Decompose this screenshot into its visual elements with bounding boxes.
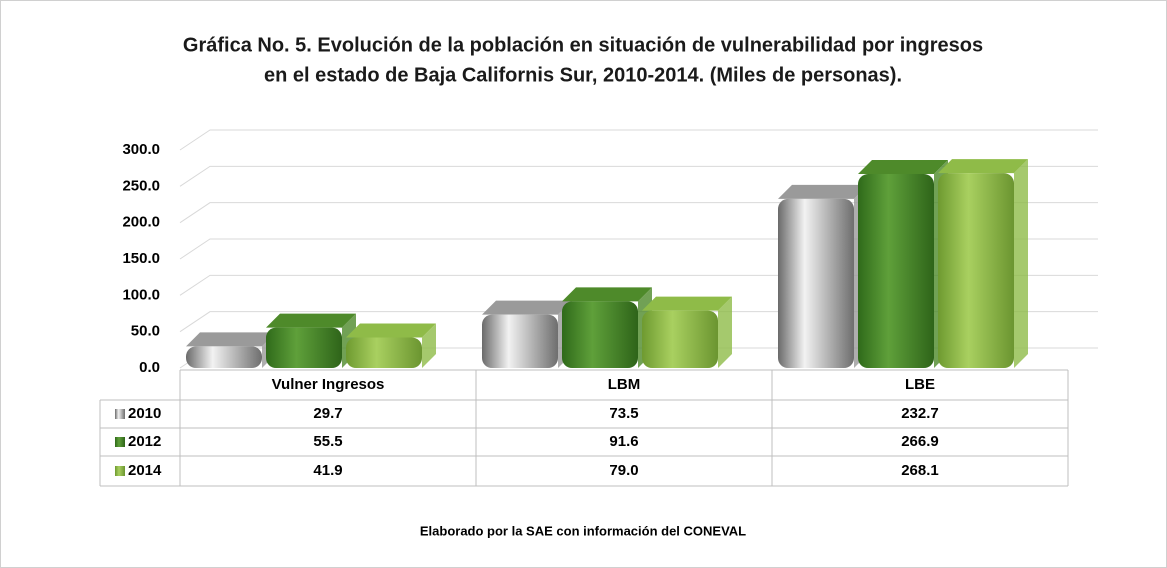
data-label: 41.9 [313, 462, 342, 479]
bar-top [938, 159, 1028, 174]
bar [938, 173, 1014, 368]
bar [266, 327, 342, 368]
bar [346, 337, 422, 368]
data-label: 232.7 [901, 405, 939, 422]
x-tick-label: Vulner Ingresos [272, 376, 385, 393]
y-tick-label: 100.0 [122, 286, 160, 303]
bar [778, 198, 854, 368]
data-label: 55.5 [313, 433, 342, 450]
bar-top [346, 323, 436, 338]
bar-top [562, 287, 652, 302]
bar [482, 314, 558, 368]
source-note: Elaborado por la SAE con información del… [420, 523, 746, 538]
y-tick-label: 200.0 [122, 214, 160, 231]
legend-key [115, 409, 125, 419]
bar-side [718, 296, 732, 368]
y-tick-label: 50.0 [131, 323, 160, 340]
legend-label: 2014 [128, 462, 162, 479]
bar [858, 174, 934, 368]
bar [186, 346, 262, 368]
legend-label: 2010 [128, 405, 161, 422]
bar-top [266, 313, 356, 328]
bar-top [858, 160, 948, 175]
y-tick-label: 150.0 [122, 250, 160, 267]
legend-key [115, 466, 125, 476]
bar-top [482, 300, 572, 315]
grid-line [179, 165, 1098, 187]
data-label: 268.1 [901, 462, 939, 479]
x-tick-label: LBE [905, 376, 935, 393]
data-label: 79.0 [609, 462, 638, 479]
data-label: 91.6 [609, 433, 638, 450]
bar [562, 301, 638, 368]
bar-top [642, 296, 732, 311]
bar [642, 310, 718, 368]
x-tick-label: LBM [608, 376, 641, 393]
y-tick-label: 300.0 [122, 141, 160, 158]
chart-title: Gráfica No. 5. Evolución de la población… [183, 34, 983, 56]
chart-title: en el estado de Baja Californis Sur, 201… [264, 64, 902, 86]
legend-label: 2012 [128, 433, 161, 450]
bar-top [778, 184, 868, 199]
y-tick-label: 250.0 [122, 177, 160, 194]
bar-top [186, 332, 276, 347]
y-tick-label: 0.0 [139, 359, 160, 376]
grid-line [179, 129, 1098, 151]
data-label: 73.5 [609, 405, 638, 422]
data-label: 266.9 [901, 433, 939, 450]
bar-side [1014, 159, 1028, 368]
legend-key [115, 437, 125, 447]
bar-side [422, 323, 436, 368]
data-label: 29.7 [313, 405, 342, 422]
